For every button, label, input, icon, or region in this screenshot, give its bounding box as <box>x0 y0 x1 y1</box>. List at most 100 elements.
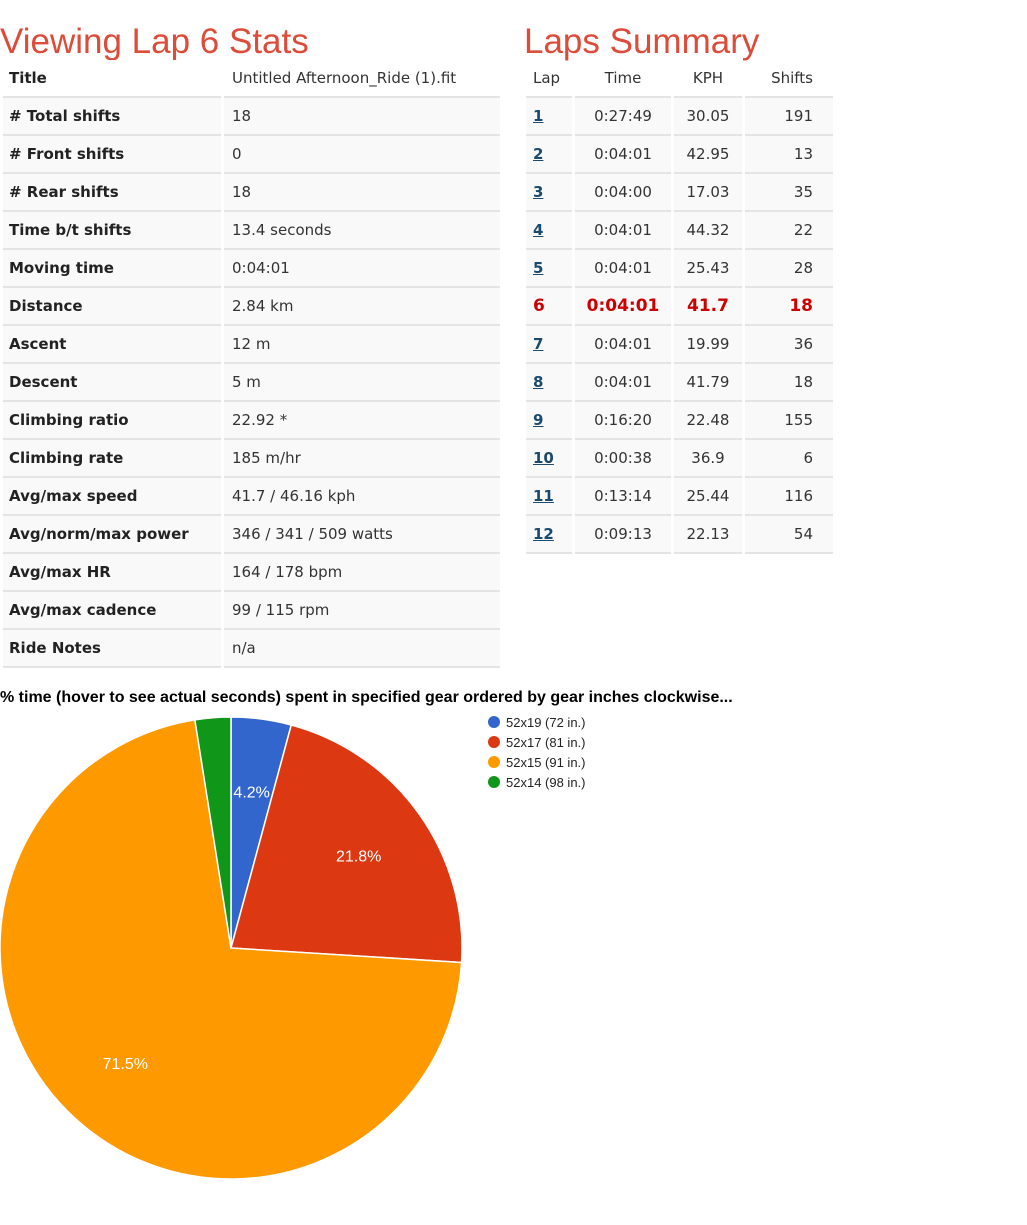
lap-kph-cell: 36.9 <box>674 440 742 478</box>
lap-number-cell[interactable]: 2 <box>526 136 572 174</box>
lap-number-cell: 6 <box>526 288 572 326</box>
lap-time-cell: 0:04:00 <box>575 174 671 212</box>
stat-label: Ascent <box>3 326 221 364</box>
lap-number-cell[interactable]: 10 <box>526 440 572 478</box>
legend-swatch <box>488 756 500 768</box>
stat-value: 41.7 / 46.16 kph <box>224 478 500 516</box>
lap-time-cell: 0:04:01 <box>575 250 671 288</box>
lap-shifts-cell: 36 <box>745 326 833 364</box>
lap-row: 2 0:04:01 42.95 13 <box>526 136 833 174</box>
stat-row: Avg/max cadence 99 / 115 rpm <box>3 592 500 630</box>
pie-slice[interactable] <box>0 718 463 1180</box>
lap-link[interactable]: 7 <box>533 335 544 353</box>
lap-number-cell[interactable]: 9 <box>526 402 572 440</box>
stat-label: # Front shifts <box>3 136 221 174</box>
lap-link[interactable]: 3 <box>533 183 544 201</box>
stat-row: Avg/max HR 164 / 178 bpm <box>3 554 500 592</box>
lap-shifts-cell: 18 <box>745 364 833 402</box>
stat-value: 13.4 seconds <box>224 212 500 250</box>
lap-number-cell[interactable]: 7 <box>526 326 572 364</box>
lap-shifts-cell: 35 <box>745 174 833 212</box>
legend-item: 52x19 (72 in.) <box>488 712 586 732</box>
lap-time-cell: 0:13:14 <box>575 478 671 516</box>
lap-shifts-cell: 191 <box>745 98 833 136</box>
lap-link[interactable]: 9 <box>533 411 544 429</box>
lap-time-cell: 0:27:49 <box>575 98 671 136</box>
lap-stats-heading: Viewing Lap 6 Stats <box>0 22 309 61</box>
stat-row: # Rear shifts 18 <box>3 174 500 212</box>
stat-value: 18 <box>224 98 500 136</box>
laps-summary-table: Lap Time KPH Shifts 1 0:27:49 30.05 191 2 0:0… <box>523 60 836 554</box>
stat-label: # Rear shifts <box>3 174 221 212</box>
pie-slice[interactable] <box>194 716 232 949</box>
stat-value: 18 <box>224 174 500 212</box>
lap-row: 11 0:13:14 25.44 116 <box>526 478 833 516</box>
lap-row: 4 0:04:01 44.32 22 <box>526 212 833 250</box>
stat-label: Descent <box>3 364 221 402</box>
lap-number-cell[interactable]: 8 <box>526 364 572 402</box>
stat-label: Climbing ratio <box>3 402 221 440</box>
lap-link[interactable]: 5 <box>533 259 544 277</box>
lap-link[interactable]: 2 <box>533 145 544 163</box>
lap-number-cell[interactable]: 3 <box>526 174 572 212</box>
legend-swatch <box>488 716 500 728</box>
legend-label: 52x14 (98 in.) <box>506 774 586 790</box>
lap-row: 12 0:09:13 22.13 54 <box>526 516 833 554</box>
stat-label: Ride Notes <box>3 630 221 668</box>
stat-value: 12 m <box>224 326 500 364</box>
pie-slice[interactable] <box>230 724 463 964</box>
stat-row: Descent 5 m <box>3 364 500 402</box>
lap-shifts-cell: 18 <box>745 288 833 326</box>
stat-label: Avg/max cadence <box>3 592 221 630</box>
stat-row: Title Untitled Afternoon_Ride (1).fit <box>3 60 500 98</box>
legend-label: 52x15 (91 in.) <box>506 754 586 770</box>
lap-shifts-cell: 28 <box>745 250 833 288</box>
lap-kph-cell: 25.43 <box>674 250 742 288</box>
lap-link[interactable]: 11 <box>533 487 554 505</box>
col-time-header: Time <box>575 60 671 98</box>
lap-shifts-cell: 116 <box>745 478 833 516</box>
legend-swatch <box>488 736 500 748</box>
lap-time-cell: 0:04:01 <box>575 326 671 364</box>
stat-value: 22.92 * <box>224 402 500 440</box>
stat-value: 0:04:01 <box>224 250 500 288</box>
laps-header-row: Lap Time KPH Shifts <box>526 60 833 98</box>
lap-row-current: 6 0:04:01 41.7 18 <box>526 288 833 326</box>
stat-value: 346 / 341 / 509 watts <box>224 516 500 554</box>
stat-row: Avg/max speed 41.7 / 46.16 kph <box>3 478 500 516</box>
lap-time-cell: 0:04:01 <box>575 136 671 174</box>
lap-row: 3 0:04:00 17.03 35 <box>526 174 833 212</box>
pie-slice-label: 71.5% <box>103 1056 148 1073</box>
lap-kph-cell: 22.13 <box>674 516 742 554</box>
lap-number-cell[interactable]: 12 <box>526 516 572 554</box>
lap-number-cell[interactable]: 11 <box>526 478 572 516</box>
stat-row: Ascent 12 m <box>3 326 500 364</box>
lap-link[interactable]: 10 <box>533 449 554 467</box>
legend-swatch <box>488 776 500 788</box>
lap-time-cell: 0:00:38 <box>575 440 671 478</box>
stat-value: 0 <box>224 136 500 174</box>
lap-link[interactable]: 4 <box>533 221 544 239</box>
stat-label: # Total shifts <box>3 98 221 136</box>
lap-row: 5 0:04:01 25.43 28 <box>526 250 833 288</box>
stat-row: Distance 2.84 km <box>3 288 500 326</box>
lap-link[interactable]: 12 <box>533 525 554 543</box>
lap-shifts-cell: 155 <box>745 402 833 440</box>
gear-chart-title: % time (hover to see actual seconds) spe… <box>0 689 733 706</box>
pie-slice-label: 4.2% <box>233 784 269 801</box>
stat-row: Climbing rate 185 m/hr <box>3 440 500 478</box>
gear-pie-chart[interactable]: 4.2% 21.8% 71.5% <box>0 714 470 1184</box>
lap-row: 1 0:27:49 30.05 191 <box>526 98 833 136</box>
stat-label: Climbing rate <box>3 440 221 478</box>
lap-number-cell[interactable]: 4 <box>526 212 572 250</box>
lap-kph-cell: 25.44 <box>674 478 742 516</box>
lap-number-cell[interactable]: 5 <box>526 250 572 288</box>
lap-kph-cell: 41.79 <box>674 364 742 402</box>
lap-link[interactable]: 8 <box>533 373 544 391</box>
legend-item: 52x14 (98 in.) <box>488 772 586 792</box>
stat-value: 5 m <box>224 364 500 402</box>
stat-value: n/a <box>224 630 500 668</box>
lap-number-cell[interactable]: 1 <box>526 98 572 136</box>
lap-stats-table: Title Untitled Afternoon_Ride (1).fit # To… <box>0 60 503 668</box>
lap-link[interactable]: 1 <box>533 107 544 125</box>
